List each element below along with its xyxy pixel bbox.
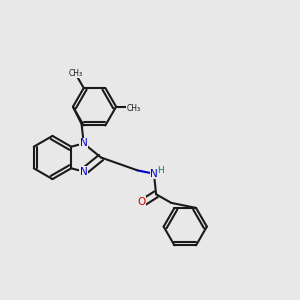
Text: CH₃: CH₃ <box>127 104 141 113</box>
Text: O: O <box>137 197 145 207</box>
Text: N: N <box>80 139 88 148</box>
Text: N: N <box>150 169 158 179</box>
Text: N: N <box>80 167 88 176</box>
Text: CH₃: CH₃ <box>69 69 83 78</box>
Text: H: H <box>157 166 164 175</box>
